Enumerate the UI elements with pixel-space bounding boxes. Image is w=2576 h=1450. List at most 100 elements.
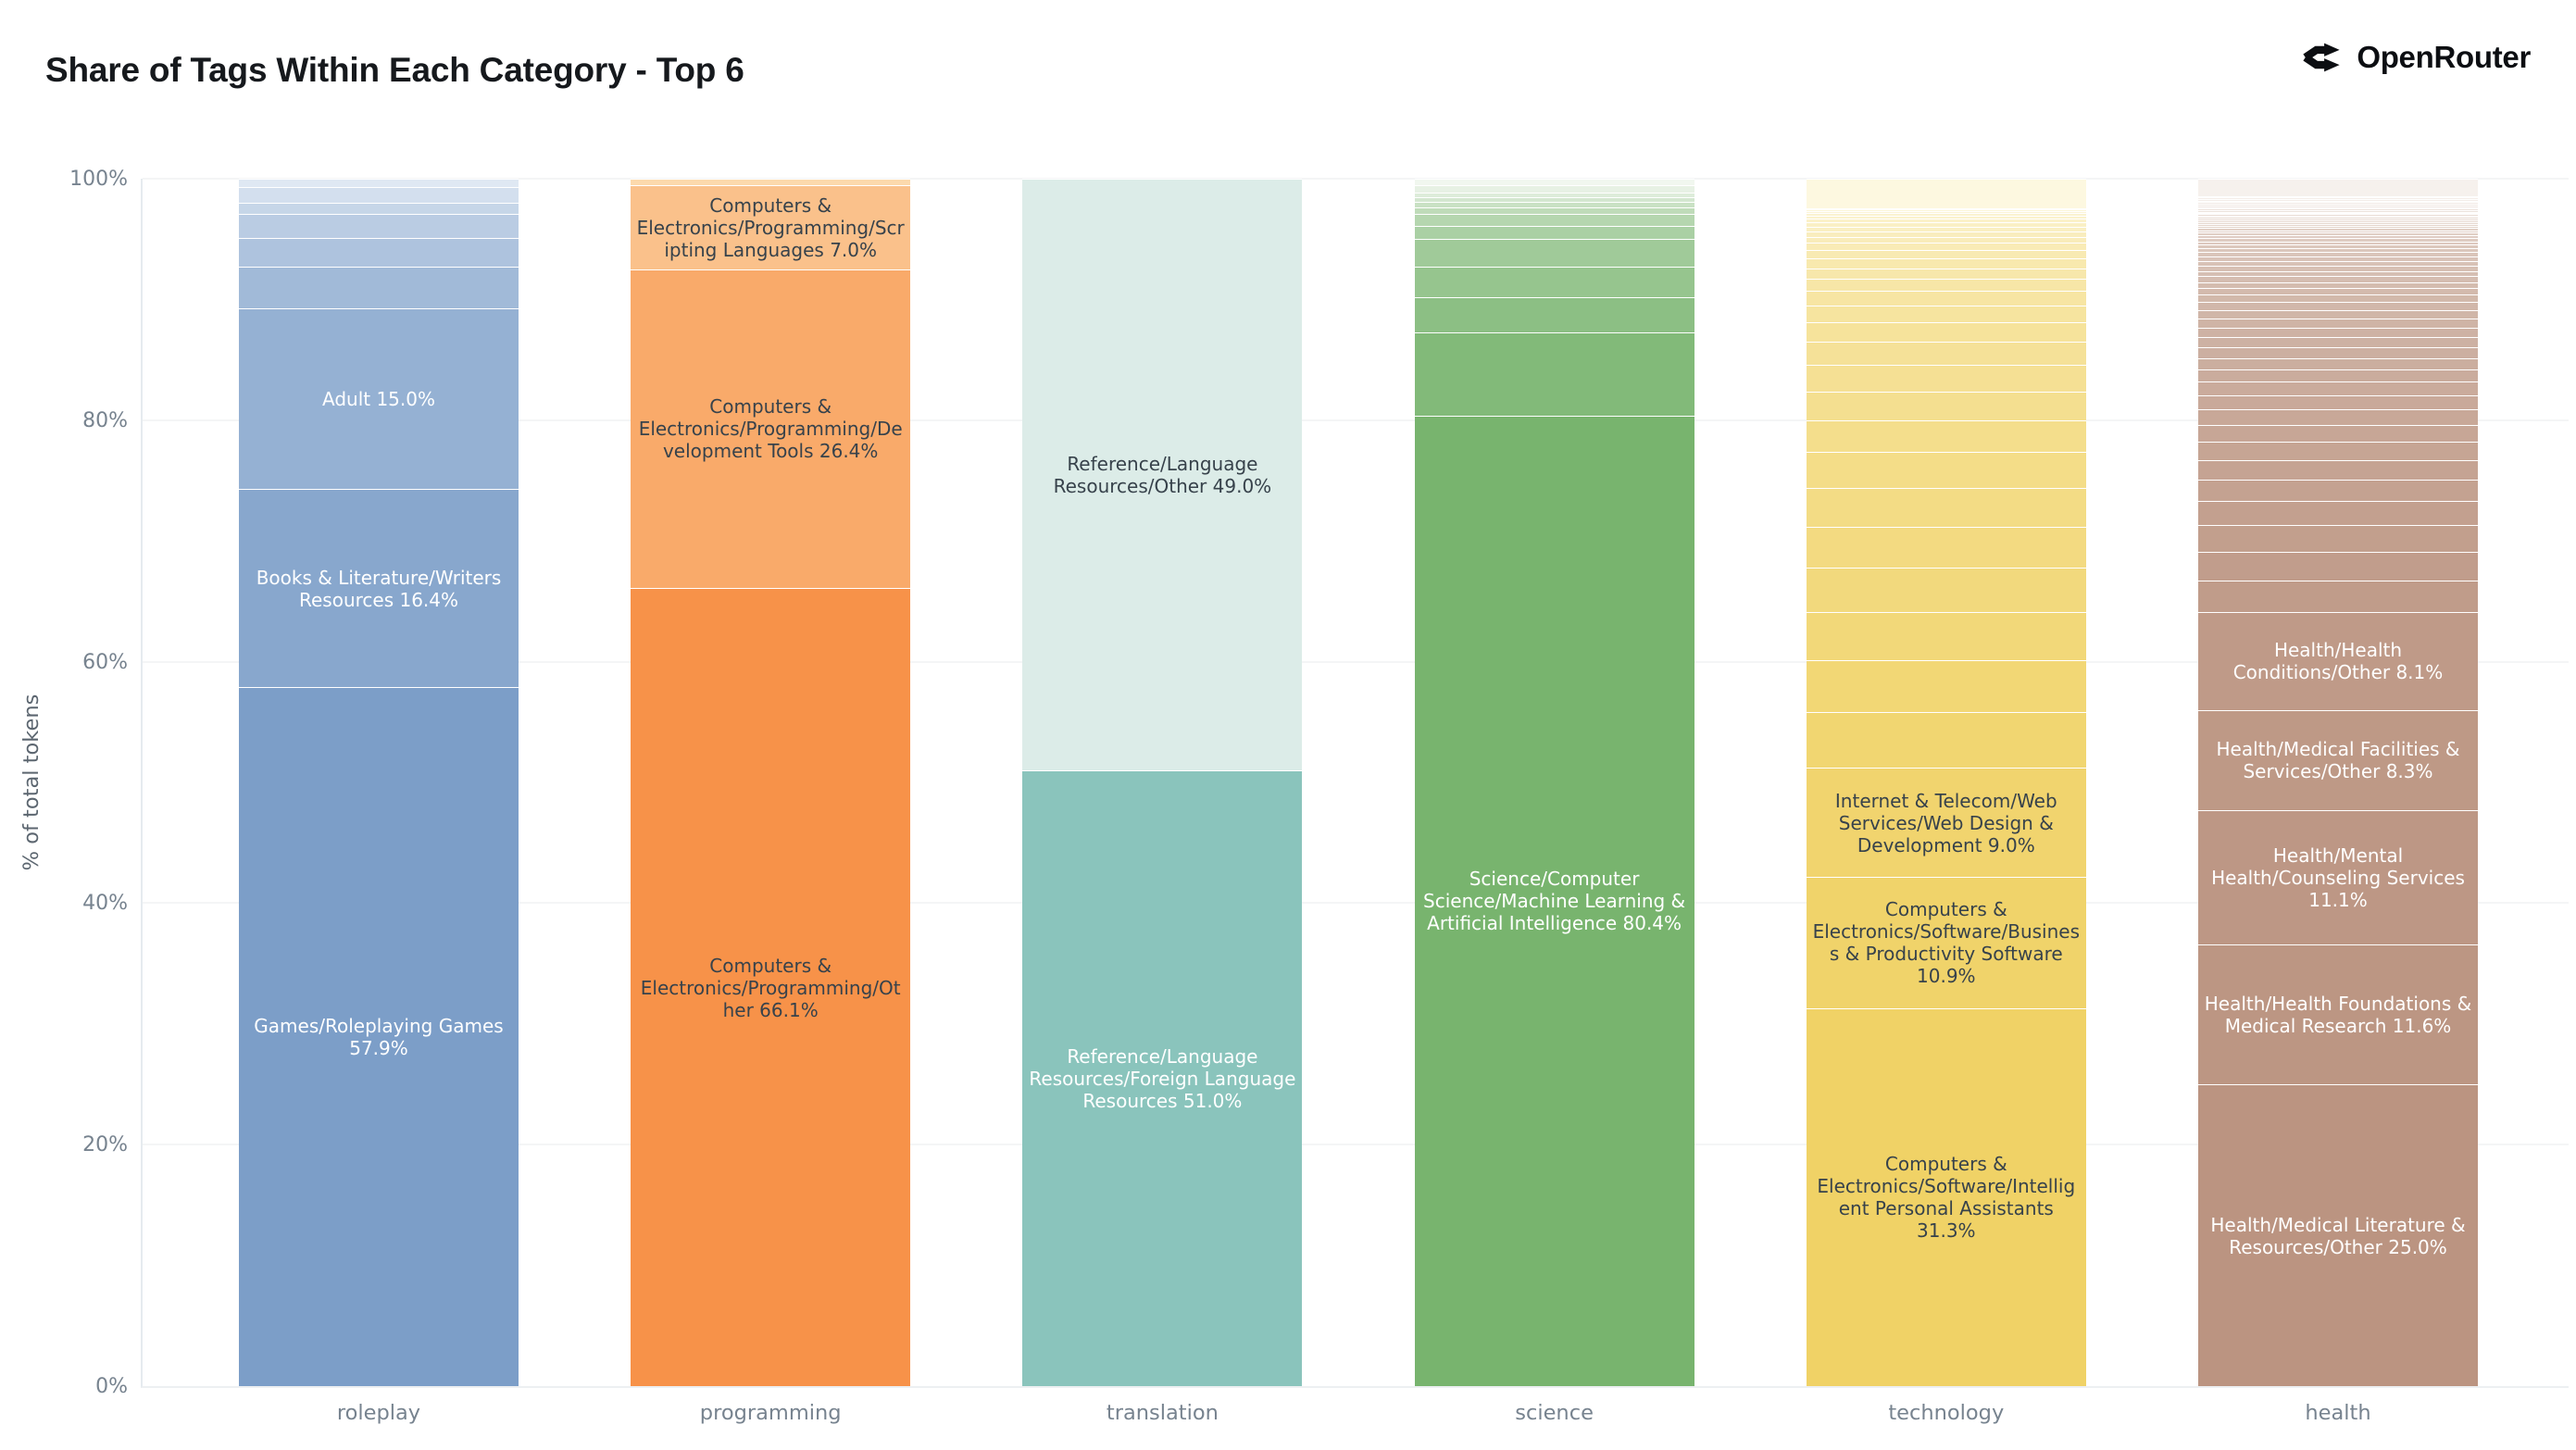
segment-label: Reference/Language Resources/Foreign Lan… bbox=[1029, 1044, 1296, 1112]
bar-segment bbox=[239, 213, 519, 238]
segment-label: Games/Roleplaying Games 57.9% bbox=[254, 1014, 504, 1059]
bar-segment bbox=[2198, 206, 2478, 209]
bar-health: Health/Medical Literature & Resources/Ot… bbox=[2198, 179, 2478, 1386]
bar-segment bbox=[2198, 260, 2478, 267]
segment-label: Health/Health Conditions/Other 8.1% bbox=[2232, 639, 2444, 684]
bar-segment bbox=[1806, 712, 2086, 769]
bar-segment bbox=[2198, 479, 2478, 502]
bar-segment bbox=[1806, 567, 2086, 613]
gridline bbox=[143, 660, 2569, 663]
bar-segment bbox=[1806, 364, 2086, 392]
bar-segment bbox=[2198, 211, 2478, 213]
bar-segment bbox=[2198, 212, 2478, 215]
bar-segment bbox=[1806, 222, 2086, 227]
segment-label: Computers & Electronics/Software/Intelli… bbox=[1817, 1153, 2076, 1243]
bar-segment bbox=[1806, 451, 2086, 488]
bar-segment bbox=[1806, 250, 2086, 259]
bar-technology: Computers & Electronics/Software/Intelli… bbox=[1806, 179, 2086, 1386]
y-tick-label: 80% bbox=[82, 408, 128, 432]
plot-area: 0% 20% 40% 60% 80% 100% Games/Roleplaying Game… bbox=[69, 168, 2569, 1425]
openrouter-logo-icon bbox=[2303, 37, 2344, 78]
bar-segment bbox=[1806, 236, 2086, 244]
bar-segment bbox=[2198, 223, 2478, 226]
page-title: Share of Tags Within Each Category - Top… bbox=[45, 50, 744, 89]
bar-segment bbox=[2198, 238, 2478, 242]
bar-segment bbox=[1806, 660, 2086, 713]
bar-segment bbox=[1414, 296, 1694, 332]
bar-segment bbox=[2198, 195, 2478, 198]
bar-segment bbox=[2198, 327, 2478, 337]
category-label: translation bbox=[1106, 1401, 1219, 1425]
bar-segment bbox=[2198, 241, 2478, 245]
bar-segment bbox=[1414, 202, 1694, 208]
bar-roleplay: Games/Roleplaying Games 57.9% Books & Lit… bbox=[239, 179, 519, 1386]
bar-segment bbox=[2198, 501, 2478, 526]
bar-segment bbox=[2198, 357, 2478, 370]
bar-segment bbox=[2198, 204, 2478, 206]
bar-segment bbox=[2198, 276, 2478, 282]
gridline bbox=[143, 902, 2569, 905]
bar-segment bbox=[2198, 205, 2478, 207]
y-tick-label: 0% bbox=[95, 1375, 128, 1398]
bar-segment bbox=[1806, 526, 2086, 568]
gridline bbox=[143, 178, 2569, 180]
bar-segment bbox=[2198, 281, 2478, 289]
bar-segment bbox=[2198, 202, 2478, 205]
bar-segment bbox=[2198, 459, 2478, 480]
segment-label: Computers & Electronics/Programming/Deve… bbox=[638, 395, 903, 463]
bar-segment bbox=[2198, 252, 2478, 256]
bar-segment bbox=[1806, 279, 2086, 292]
bar-segment bbox=[2198, 409, 2478, 426]
segment-label: Health/Medical Facilities & Services/Oth… bbox=[2216, 738, 2460, 783]
bar-segment bbox=[239, 179, 519, 188]
bar-programming: Computers & Electronics/Programming/Othe… bbox=[631, 179, 911, 1386]
bar-segment bbox=[2198, 218, 2478, 220]
y-axis-title: % of total tokens bbox=[19, 694, 44, 871]
bar-segment bbox=[1806, 226, 2086, 231]
bar-segment bbox=[1806, 216, 2086, 219]
bar-segment bbox=[1414, 185, 1694, 194]
category-label: science bbox=[1515, 1401, 1594, 1425]
bar-segment bbox=[2198, 209, 2478, 212]
bar-segment bbox=[1806, 231, 2086, 237]
bar-segment: Adult 15.0% bbox=[239, 307, 519, 490]
bar-segment bbox=[2198, 256, 2478, 261]
segment-label: Health/Medical Literature & Resources/Ot… bbox=[2210, 1213, 2466, 1258]
segment-label: Computers & Electronics/Programming/Scri… bbox=[636, 194, 905, 261]
bar-segment bbox=[1414, 193, 1694, 198]
bar-segment bbox=[2198, 208, 2478, 210]
bar-segment bbox=[2198, 244, 2478, 249]
bar-segment bbox=[2198, 199, 2478, 201]
bar-segment: Books & Literature/Writers Resources 16.… bbox=[239, 489, 519, 687]
bar-segment bbox=[2198, 179, 2478, 196]
bar-segment: Games/Roleplaying Games 57.9% bbox=[239, 686, 519, 1386]
bar-segment bbox=[1806, 612, 2086, 661]
bar-segment bbox=[2198, 294, 2478, 303]
bar-segment bbox=[2198, 219, 2478, 222]
bar-segment bbox=[1806, 207, 2086, 209]
bar-segment bbox=[2198, 266, 2478, 271]
bar-segment bbox=[1414, 225, 1694, 240]
bar-segment bbox=[2198, 369, 2478, 382]
bar-segment bbox=[1806, 487, 2086, 527]
bar-segment bbox=[1414, 179, 1694, 186]
bar-segment bbox=[1414, 331, 1694, 416]
segment-label: Health/Health Foundations & Medical Rese… bbox=[2204, 992, 2472, 1037]
bar-segment bbox=[1806, 268, 2086, 280]
segment-label: Computers & Electronics/Programming/Othe… bbox=[640, 954, 901, 1021]
bar-segment bbox=[1806, 291, 2086, 306]
segment-label: Books & Literature/Writers Resources 16.… bbox=[256, 566, 502, 611]
bar-segment bbox=[1806, 419, 2086, 452]
bar-translation: Reference/Language Resources/Foreign Lan… bbox=[1022, 179, 1303, 1386]
bar-segment bbox=[1414, 197, 1694, 203]
bar-segment bbox=[2198, 200, 2478, 203]
category-label: technology bbox=[1888, 1401, 2005, 1425]
gridline bbox=[143, 1144, 2569, 1146]
bar-segment: Computers & Electronics/Software/Intelli… bbox=[1806, 1007, 2086, 1386]
bar-segment bbox=[1806, 391, 2086, 420]
bar-segment bbox=[2198, 230, 2478, 233]
bar-segment bbox=[2198, 225, 2478, 229]
bar-segment bbox=[239, 237, 519, 268]
bar-segment: Reference/Language Resources/Other 49.0% bbox=[1022, 179, 1303, 770]
bar-segment bbox=[2198, 232, 2478, 236]
